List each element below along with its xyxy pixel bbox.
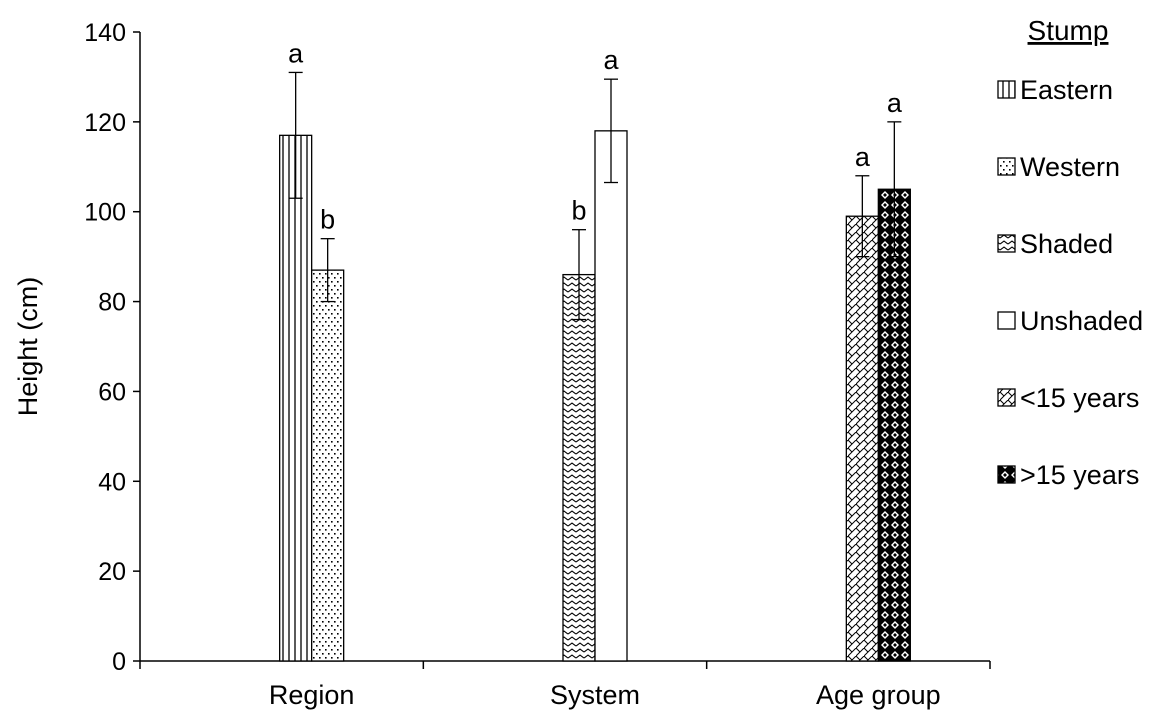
legend-swatch: [997, 234, 1016, 253]
legend-item-label: Shaded: [1020, 229, 1113, 259]
y-tick-label: 80: [98, 289, 126, 317]
y-tick-label: 140: [84, 19, 126, 47]
y-tick-label: 0: [112, 648, 126, 676]
legend-item-label: Eastern: [1020, 75, 1113, 105]
significance-letter: a: [603, 45, 619, 75]
x-category-label: Age group: [816, 680, 941, 710]
y-tick-label: 120: [84, 109, 126, 137]
y-tick-label: 40: [98, 468, 126, 496]
x-category-label: Region: [269, 680, 355, 710]
bar: [877, 188, 911, 662]
legend-swatch: [997, 80, 1016, 99]
legend-item-label: <15 years: [1020, 383, 1139, 413]
bar: [562, 273, 596, 662]
legend-item-label: Western: [1020, 152, 1120, 182]
legend-swatch: [997, 465, 1016, 484]
y-tick-label: 20: [98, 558, 126, 586]
y-tick-label: 60: [98, 378, 126, 406]
legend-swatch: [997, 388, 1016, 407]
significance-letter: b: [571, 196, 586, 226]
x-category-label: System: [550, 680, 640, 710]
significance-letter: a: [855, 142, 871, 172]
axes: 0 20 40 60 80 100 120 140 Height (cm) Region Syste…: [13, 19, 991, 710]
bar: [311, 269, 345, 662]
bar: [845, 215, 879, 662]
significance-letter: a: [887, 88, 903, 118]
legend-title: Stump: [1028, 15, 1109, 46]
y-axis-label: Height (cm): [13, 277, 43, 417]
legend-swatch: [997, 311, 1016, 330]
legend-item-label: >15 years: [1020, 460, 1139, 490]
significance-letter: b: [320, 205, 335, 235]
bar: [279, 134, 313, 662]
bars: [279, 71, 911, 662]
y-tick-label: 100: [84, 199, 126, 227]
legend-item-label: Unshaded: [1020, 306, 1143, 336]
significance-letter: a: [288, 38, 304, 68]
legend-swatch: [997, 157, 1016, 176]
bar: [594, 130, 628, 662]
legend: Stump Eastern Western Shaded Unshaded <15 yea…: [997, 15, 1143, 490]
